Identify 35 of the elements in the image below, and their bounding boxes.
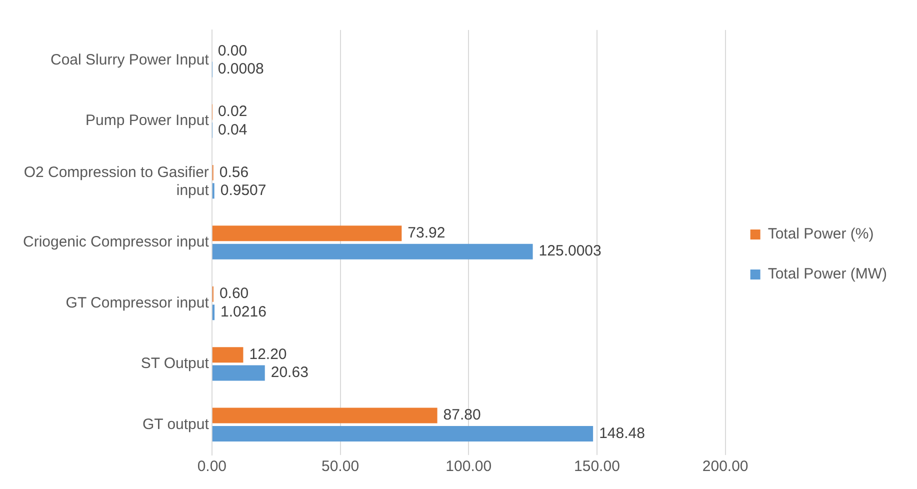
bar xyxy=(212,226,402,242)
data-label: 0.04 xyxy=(218,121,248,138)
y-tick-label: Pump Power Input xyxy=(86,112,210,130)
y-tick-label: Coal Slurry Power Input xyxy=(50,52,210,68)
data-label: 1.0216 xyxy=(220,303,266,320)
data-label: 20.63 xyxy=(270,364,308,382)
bar xyxy=(212,347,244,363)
bar xyxy=(212,426,594,442)
bar xyxy=(212,365,265,381)
bar xyxy=(212,304,215,320)
x-tick-label: 50.00 xyxy=(321,458,360,476)
data-label: 87.80 xyxy=(443,406,481,424)
data-label: 0.56 xyxy=(219,164,249,181)
data-label: 73.92 xyxy=(408,224,446,242)
bar xyxy=(212,408,438,424)
data-label: 125.0003 xyxy=(538,242,602,260)
legend-label: Total Power (MW) xyxy=(768,266,888,283)
y-tick-label: O2 Compression to Gasifier input xyxy=(24,164,210,199)
y-tick-label: Criogenic Compressor input xyxy=(22,234,210,251)
data-label: 0.02 xyxy=(218,103,248,120)
x-tick-label: 100.00 xyxy=(446,458,492,476)
legend-label: Total Power (%) xyxy=(768,226,874,243)
y-tick-label: GT Compressor input xyxy=(66,294,210,312)
bar xyxy=(212,244,533,260)
x-tick-label: 150.00 xyxy=(574,458,620,476)
data-label: 0.9507 xyxy=(220,182,266,200)
data-label: 148.48 xyxy=(599,424,645,442)
x-tick-label: 200.00 xyxy=(702,458,748,476)
data-label: 0.00 xyxy=(218,42,248,60)
y-tick-label: GT output xyxy=(142,416,210,433)
y-tick-label: ST Output xyxy=(140,355,210,372)
data-label: 12.20 xyxy=(249,346,287,363)
data-label: 0.0008 xyxy=(218,60,264,78)
data-label: 0.60 xyxy=(219,285,249,302)
x-tick-label: 0.00 xyxy=(197,458,227,476)
